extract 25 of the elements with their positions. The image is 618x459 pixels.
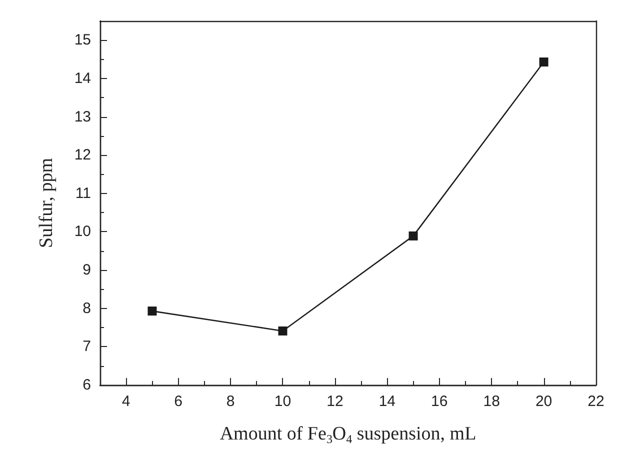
x-tick-label: 20	[535, 393, 552, 410]
x-tick-label: 18	[483, 393, 500, 410]
x-tick-label: 22	[588, 393, 604, 410]
y-tick-label: 6	[82, 376, 91, 394]
point	[148, 306, 157, 316]
y-tick-label: 14	[74, 70, 91, 87]
x-tick-label: 16	[431, 393, 448, 410]
x-tick-label: 8	[226, 393, 235, 410]
y-tick-label: 7	[82, 338, 91, 356]
x-tick-label: 14	[378, 393, 396, 410]
point	[278, 326, 288, 336]
y-tick-label: 8	[82, 300, 91, 317]
y-tick-label: 11	[75, 184, 91, 202]
y-tick-label: 10	[74, 223, 91, 240]
x-tick-label: 6	[174, 393, 182, 410]
x-tick-label: 12	[326, 393, 344, 410]
y-tick-label: 15	[74, 32, 91, 49]
y-axis-title: Sulfur, ppm	[36, 158, 57, 248]
point	[539, 58, 548, 66]
y-tick-label: 13	[74, 108, 91, 126]
y-tick-label: 12	[74, 146, 91, 164]
x-tick-label: 4	[122, 393, 130, 410]
x-tick-label: 10	[274, 393, 292, 410]
y-tick-label: 9	[82, 262, 91, 279]
point	[408, 231, 418, 240]
